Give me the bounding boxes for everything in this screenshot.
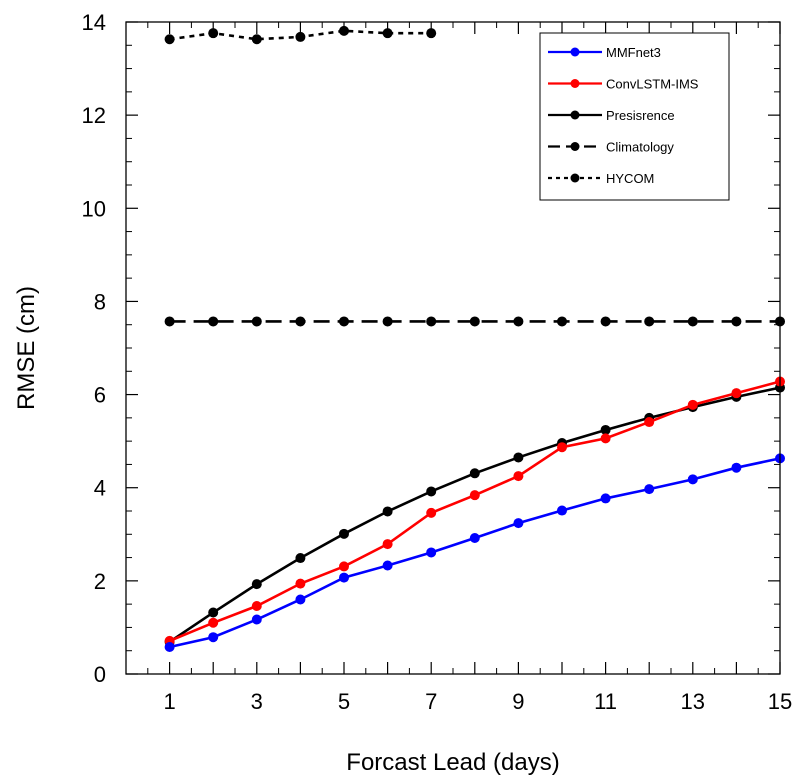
data-point xyxy=(688,400,698,410)
data-point xyxy=(601,433,611,443)
data-point xyxy=(339,573,349,583)
x-tick-label: 3 xyxy=(251,689,263,714)
data-point xyxy=(252,316,262,326)
data-point xyxy=(383,316,393,326)
data-point xyxy=(644,484,654,494)
legend-marker xyxy=(571,142,580,151)
data-point xyxy=(208,618,218,628)
legend-label: Climatology xyxy=(606,140,674,155)
y-tick-label: 10 xyxy=(82,196,106,221)
legend-label: ConvLSTM-IMS xyxy=(606,77,699,92)
data-point xyxy=(557,316,567,326)
data-point xyxy=(688,316,698,326)
data-point xyxy=(295,594,305,604)
x-tick-label: 1 xyxy=(163,689,175,714)
data-point xyxy=(252,34,262,44)
x-tick-label: 7 xyxy=(425,689,437,714)
legend-label: MMFnet3 xyxy=(606,45,661,60)
data-point xyxy=(426,316,436,326)
data-point xyxy=(601,316,611,326)
x-tick-label: 5 xyxy=(338,689,350,714)
data-point xyxy=(557,442,567,452)
y-tick-label: 14 xyxy=(82,10,106,35)
data-point xyxy=(383,560,393,570)
data-point xyxy=(165,642,175,652)
data-point xyxy=(470,533,480,543)
data-point xyxy=(688,474,698,484)
data-point xyxy=(426,486,436,496)
legend-marker xyxy=(571,48,580,57)
y-tick-label: 6 xyxy=(94,383,106,408)
data-point xyxy=(252,615,262,625)
data-point xyxy=(208,316,218,326)
data-point xyxy=(295,316,305,326)
data-point xyxy=(383,28,393,38)
data-point xyxy=(644,417,654,427)
legend-marker xyxy=(571,79,580,88)
data-point xyxy=(208,28,218,38)
legend-label: HYCOM xyxy=(606,171,654,186)
data-point xyxy=(208,608,218,618)
data-point xyxy=(165,316,175,326)
data-point xyxy=(557,506,567,516)
data-point xyxy=(426,508,436,518)
x-axis-title: Forcast Lead (days) xyxy=(346,749,559,776)
data-point xyxy=(426,28,436,38)
data-point xyxy=(470,316,480,326)
data-point xyxy=(339,316,349,326)
data-point xyxy=(295,553,305,563)
y-tick-label: 4 xyxy=(94,476,106,501)
y-tick-label: 12 xyxy=(82,103,106,128)
data-point xyxy=(513,471,523,481)
series-line xyxy=(170,382,780,641)
data-point xyxy=(731,316,741,326)
data-point xyxy=(426,547,436,557)
legend-marker xyxy=(571,111,580,120)
legend: MMFnet3 ConvLSTM-IMS Presisrence Climatolog… xyxy=(540,33,729,200)
x-tick-label: 11 xyxy=(594,689,617,714)
data-point xyxy=(339,561,349,571)
x-tick-label: 15 xyxy=(768,689,792,714)
data-point xyxy=(470,468,480,478)
x-tick-label: 9 xyxy=(512,689,524,714)
data-point xyxy=(383,539,393,549)
data-point xyxy=(252,579,262,589)
legend-label: Presisrence xyxy=(606,108,675,123)
y-tick-label: 8 xyxy=(94,289,106,314)
legend-marker xyxy=(571,174,580,183)
series-mmfnet3 xyxy=(165,453,785,652)
y-axis-title: RMSE (cm) xyxy=(13,286,40,410)
data-point xyxy=(513,518,523,528)
data-point xyxy=(513,452,523,462)
data-point xyxy=(165,34,175,44)
series-climatology xyxy=(165,316,785,326)
y-tick-label: 2 xyxy=(94,569,106,594)
data-point xyxy=(295,32,305,42)
data-point xyxy=(208,632,218,642)
data-point xyxy=(731,388,741,398)
y-tick-label: 0 xyxy=(94,662,106,687)
x-tick-label: 13 xyxy=(681,689,705,714)
data-point xyxy=(470,490,480,500)
data-point xyxy=(644,316,654,326)
data-point xyxy=(601,493,611,503)
data-point xyxy=(295,579,305,589)
data-point xyxy=(252,601,262,611)
data-point xyxy=(513,316,523,326)
series-convlstm-ims xyxy=(165,377,785,646)
data-point xyxy=(339,26,349,36)
data-point xyxy=(339,529,349,539)
data-point xyxy=(731,463,741,473)
data-point xyxy=(383,506,393,516)
